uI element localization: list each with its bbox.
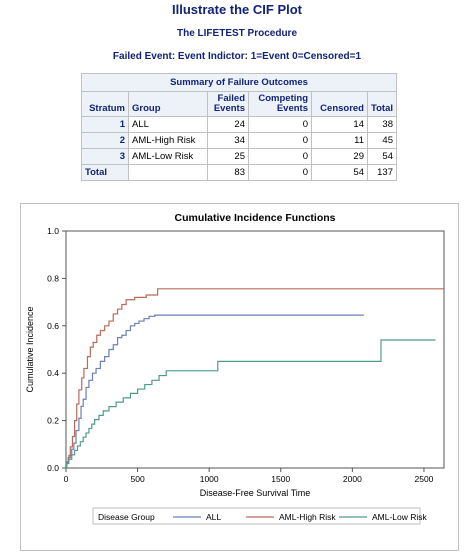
header-competing-line1: Competing: [258, 93, 308, 104]
chart-title: Cumulative Incidence Functions: [174, 212, 335, 224]
row-stratum: 1: [81, 116, 129, 133]
header-group: Group: [128, 91, 208, 117]
x-tick-label: 2000: [343, 474, 362, 484]
table-caption: Summary of Failure Outcomes: [81, 73, 397, 92]
row-censored: 14: [311, 116, 368, 133]
header-competing: Competing Events: [248, 91, 312, 117]
row-competing: 0: [248, 148, 312, 165]
row-stratum: 3: [81, 148, 129, 165]
row-failed: 25: [207, 148, 249, 165]
row-group: ALL: [128, 116, 208, 133]
y-axis-label: Cumulative Incidence: [25, 306, 35, 392]
y-tick-label: 0.8: [47, 273, 59, 283]
row-group: AML-High Risk: [128, 132, 208, 149]
legend-entry: AML-High Risk: [279, 512, 336, 522]
row-failed: 34: [207, 132, 249, 149]
header-failed-line2: Events: [213, 103, 245, 114]
row-total: 54: [367, 148, 397, 165]
plot-frame: [65, 230, 445, 469]
header-competing-line2: Events: [276, 103, 308, 114]
header-failed-line1: Failed: [217, 93, 245, 104]
row-total: 38: [367, 116, 397, 133]
y-tick-label: 0.6: [47, 321, 59, 331]
x-tick-label: 500: [130, 474, 144, 484]
cif-chart: Cumulative Incidence Functions 0.0 0.2 0.4 0…: [25, 212, 445, 525]
x-tick-label: 1500: [271, 474, 290, 484]
table-row: 2 AML-High Risk 34 0 11 45: [81, 132, 397, 149]
legend-box: [92, 507, 421, 525]
header-failed: Failed Events: [207, 91, 249, 117]
legend-title: Disease Group: [98, 512, 155, 522]
row-competing: 0: [248, 132, 312, 149]
legend-entry: ALL: [206, 512, 221, 522]
row-total: 45: [367, 132, 397, 149]
summary-table: Summary of Failure Outcomes Stratum Grou…: [81, 73, 397, 181]
row-stratum: 2: [81, 132, 129, 149]
header-total: Total: [367, 91, 397, 117]
main-title: Illustrate the CIF Plot: [171, 2, 302, 17]
total-censored: 54: [311, 164, 368, 181]
y-tick-label: 0.0: [47, 463, 59, 473]
legend-entry: AML-Low Risk: [372, 512, 428, 522]
y-tick-label: 0.4: [47, 368, 59, 378]
series-line-aml-high-risk: [66, 288, 444, 469]
procedure-title: The LIFETEST Procedure: [176, 28, 298, 39]
x-axis-label: Disease-Free Survival Time: [200, 488, 311, 498]
row-failed: 24: [207, 116, 249, 133]
x-tick-label: 1000: [200, 474, 219, 484]
row-censored: 29: [311, 148, 368, 165]
header-stratum: Stratum: [81, 91, 129, 117]
total-group-empty: [128, 164, 208, 181]
total-total: 137: [367, 164, 397, 181]
x-tick-label: 0: [64, 474, 69, 484]
table-total-row: Total 83 0 54 137: [81, 164, 397, 181]
y-tick-label: 1.0: [47, 226, 59, 236]
header-censored: Censored: [311, 91, 368, 117]
row-competing: 0: [248, 116, 312, 133]
event-subtitle: Failed Event: Event Indictor: 1=Event 0=…: [112, 51, 362, 62]
table-row: 1 ALL 24 0 14 38: [81, 116, 397, 133]
total-failed: 83: [207, 164, 249, 181]
cif-plot-panel: Cumulative Incidence Functions 0.0 0.2 0.4 0…: [20, 203, 459, 551]
table-row: 3 AML-Low Risk 25 0 29 54: [81, 148, 397, 165]
row-group: AML-Low Risk: [128, 148, 208, 165]
row-censored: 11: [311, 132, 368, 149]
y-tick-label: 0.2: [47, 416, 59, 426]
total-label: Total: [81, 164, 129, 181]
total-competing: 0: [248, 164, 312, 181]
series-line-all: [66, 314, 364, 469]
series-line-aml-low-risk: [66, 339, 436, 469]
x-tick-label: 2500: [414, 474, 433, 484]
